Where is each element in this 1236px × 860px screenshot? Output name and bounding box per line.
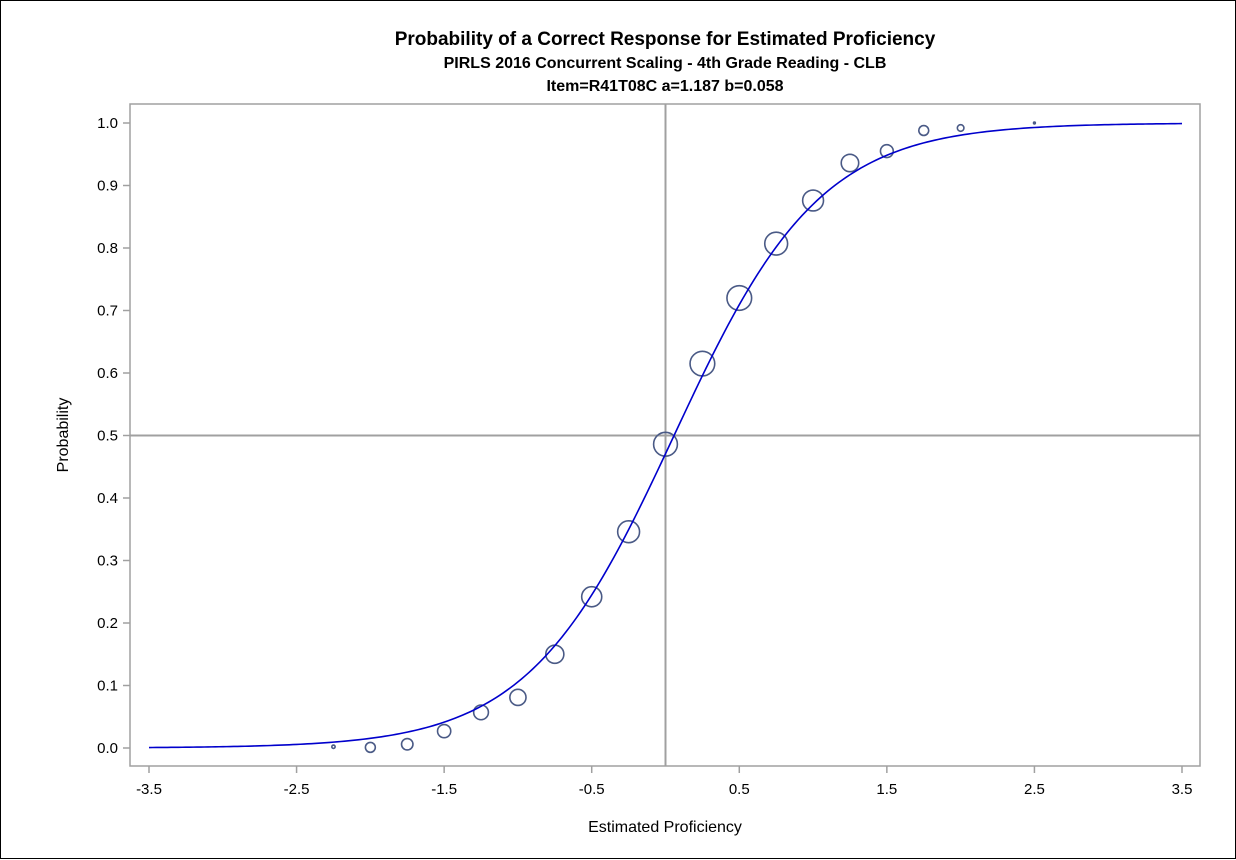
x-tick-label: 3.5	[1172, 781, 1193, 798]
data-point	[364, 741, 377, 754]
y-tick-label: 1.0	[97, 115, 118, 132]
data-point	[652, 431, 679, 457]
x-tick-label: -0.5	[579, 781, 605, 798]
y-tick-label: 0.5	[97, 428, 118, 445]
x-tick-label: -3.5	[136, 781, 162, 798]
y-tick-label: 0.1	[97, 678, 118, 695]
y-tick-label: 0.2	[97, 615, 118, 632]
data-point	[763, 231, 789, 256]
plot-area	[129, 103, 1201, 767]
chart-subtitle-item: Item=R41T08C a=1.187 b=0.058	[546, 78, 783, 95]
x-axis-label: Estimated Proficiency	[588, 819, 742, 836]
data-point	[726, 284, 753, 312]
chart-subtitle: PIRLS 2016 Concurrent Scaling - 4th Grad…	[444, 55, 887, 72]
data-point	[956, 123, 965, 133]
data-point	[509, 688, 527, 707]
x-axis: -3.5 -2.5 -1.5 -0.5 0.5 1.5 2.5 3.5	[136, 766, 1192, 798]
data-point	[580, 585, 603, 608]
x-tick-label: -2.5	[284, 781, 310, 798]
chart-title: Probability of a Correct Response for Es…	[395, 29, 936, 50]
x-tick-label: 2.5	[1024, 781, 1045, 798]
y-tick-label: 0.7	[97, 303, 118, 320]
data-point	[616, 520, 641, 544]
y-tick-label: 0.6	[97, 365, 118, 382]
y-tick-label: 0.4	[97, 490, 118, 507]
icc-curve-line	[148, 122, 1183, 749]
data-point	[879, 143, 895, 159]
data-point	[689, 350, 716, 377]
data-point	[400, 737, 414, 751]
x-tick-label: 0.5	[729, 781, 750, 798]
data-point	[801, 189, 825, 212]
data-point	[544, 644, 565, 665]
x-tick-label: -1.5	[431, 781, 457, 798]
data-point	[917, 124, 930, 137]
data-point	[472, 704, 490, 721]
y-tick-label: 0.8	[97, 240, 118, 257]
y-tick-label: 0.9	[97, 178, 118, 195]
data-point	[436, 723, 452, 739]
data-point	[331, 744, 336, 750]
y-tick-label: 0.0	[97, 740, 118, 757]
data-point	[840, 153, 860, 173]
y-axis: 0.0 0.1 0.2 0.3 0.4 0.5 0.6 0.7 0.8 0.9 1.0	[97, 115, 130, 757]
y-axis-label: Probability	[55, 398, 72, 473]
y-tick-label: 0.3	[97, 553, 118, 570]
data-point	[1032, 121, 1037, 125]
x-tick-label: 1.5	[876, 781, 897, 798]
